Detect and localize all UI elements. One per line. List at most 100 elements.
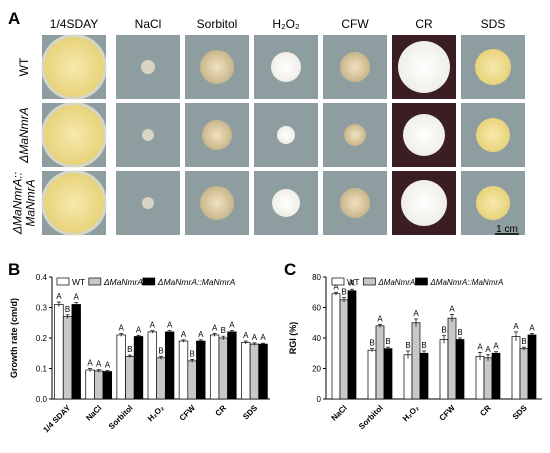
y-tick-label: 0.3	[36, 304, 48, 313]
bar	[455, 339, 465, 400]
significance-letter: B	[65, 305, 70, 314]
x-tick-label: H₂O₂	[146, 403, 166, 423]
bar	[209, 334, 220, 400]
panel-b-letter: B	[8, 260, 20, 279]
significance-letter: A	[212, 323, 218, 332]
significance-letter: B	[221, 326, 226, 335]
colony	[340, 188, 370, 218]
significance-letter: A	[167, 321, 173, 330]
colony	[476, 186, 510, 220]
bar	[71, 304, 81, 400]
legend-swatch	[56, 277, 70, 286]
y-tick-label: 0.4	[36, 273, 48, 282]
bar	[439, 339, 449, 400]
strain-row-label: MaNmrA	[24, 179, 38, 226]
significance-letter: A	[198, 330, 204, 339]
significance-letter: A	[105, 361, 111, 370]
bar	[218, 337, 228, 400]
colony	[344, 124, 366, 146]
bar	[258, 343, 268, 400]
colony	[141, 60, 155, 74]
significance-letter: B	[189, 349, 194, 358]
significance-letter: A	[252, 333, 258, 342]
strain-row-label: WT	[17, 57, 31, 76]
bar	[331, 293, 341, 400]
bar	[196, 340, 206, 400]
colony	[476, 118, 510, 152]
y-axis-label: RGI (%)	[288, 322, 298, 355]
significance-letter: A	[493, 342, 499, 351]
bar	[519, 348, 529, 400]
significance-letter: B	[521, 337, 526, 346]
colony	[202, 120, 232, 150]
bar	[367, 349, 377, 400]
bar	[164, 331, 175, 400]
significance-letter: A	[413, 309, 419, 318]
bar	[133, 336, 144, 400]
colony	[277, 126, 295, 144]
significance-letter: A	[333, 282, 339, 291]
significance-letter: A	[181, 330, 187, 339]
bar	[475, 355, 485, 400]
legend-label: ΔMaNmrA::MaNmrA	[157, 277, 236, 287]
x-tick-label: H₂O₂	[401, 403, 421, 423]
scale-bar-label: 1 cm	[496, 224, 518, 235]
y-tick-label: 60	[312, 304, 321, 313]
colony	[142, 197, 154, 209]
legend-label: ΔMaNmrA	[377, 278, 415, 287]
significance-letter: A	[150, 321, 156, 330]
panel-a-letter: A	[8, 9, 20, 28]
bar	[156, 357, 166, 400]
x-tick-label: CR	[478, 403, 493, 418]
colony	[44, 37, 104, 97]
legend-swatch	[88, 277, 102, 286]
colony	[200, 186, 234, 220]
strain-row-label: ΔMaNmrA::	[11, 172, 25, 235]
bar	[249, 343, 260, 400]
bar	[483, 357, 493, 400]
strain-row-label: ΔMaNmrA	[17, 107, 31, 163]
x-tick-label: Sorbitol	[357, 403, 385, 431]
significance-letter: A	[477, 342, 483, 351]
x-tick-label: NaCl	[330, 403, 349, 422]
significance-letter: B	[421, 341, 426, 350]
bar	[54, 304, 64, 400]
significance-letter: A	[377, 314, 383, 323]
condition-label: CFW	[341, 17, 369, 31]
x-tick-label: CR	[214, 403, 229, 418]
significance-letter: A	[229, 321, 235, 330]
significance-letter: A	[119, 323, 125, 332]
significance-letter: A	[513, 322, 519, 331]
significance-letter: B	[158, 346, 163, 355]
x-tick-label: CFW	[178, 403, 198, 423]
significance-letter: B	[441, 326, 446, 335]
bar	[347, 290, 357, 400]
x-tick-label: SDS	[511, 403, 529, 421]
bar	[227, 331, 237, 400]
colony	[271, 52, 301, 82]
legend-swatch	[331, 277, 345, 286]
colony	[200, 50, 234, 84]
x-tick-label: 1/4 SDAY	[41, 403, 72, 434]
y-tick-label: 40	[312, 334, 321, 343]
x-tick-label: CFW	[438, 403, 458, 423]
significance-letter: A	[136, 325, 142, 334]
condition-label: H₂O₂	[272, 17, 300, 31]
legend-label: ΔMaNmrA	[103, 277, 144, 287]
bar	[125, 355, 135, 400]
significance-letter: B	[369, 339, 374, 348]
colony	[340, 52, 370, 82]
y-tick-label: 0.2	[36, 334, 48, 343]
bar	[491, 352, 501, 400]
y-tick-label: 0	[317, 395, 322, 404]
bar	[147, 331, 158, 400]
significance-letter: A	[449, 304, 455, 313]
x-tick-label: NaCl	[84, 403, 103, 422]
legend-swatch	[362, 277, 376, 286]
colony	[272, 189, 300, 217]
bar	[102, 371, 113, 400]
bar	[187, 360, 197, 400]
significance-letter: A	[56, 292, 62, 301]
